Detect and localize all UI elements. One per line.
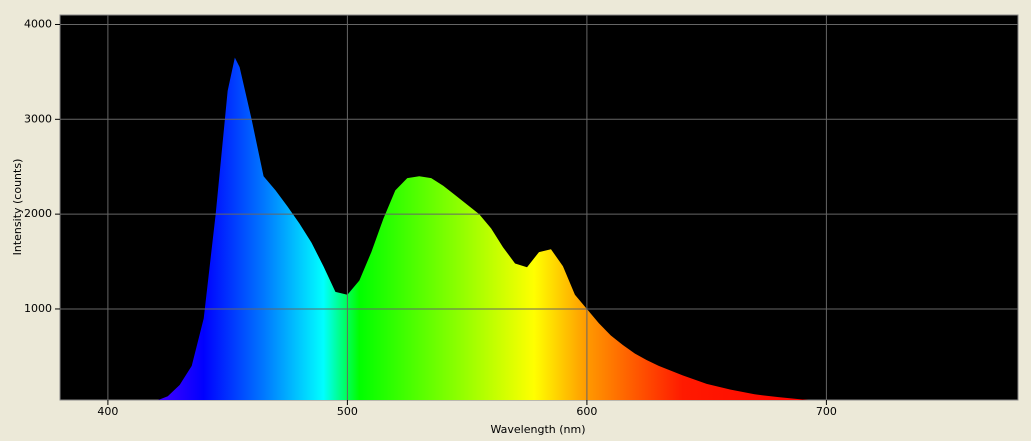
- plot-layer: [143, 57, 875, 400]
- x-tick-label: 700: [816, 405, 837, 418]
- y-tick-label: 1000: [24, 302, 52, 315]
- x-tick-label: 500: [337, 405, 358, 418]
- y-tick-label: 4000: [24, 17, 52, 30]
- x-tick-label: 400: [97, 405, 118, 418]
- y-tick-label: 3000: [24, 112, 52, 125]
- x-axis-label: Wavelength (nm): [490, 423, 585, 436]
- spectrum-area: [143, 57, 875, 400]
- y-axis-label: Intensity (counts): [11, 159, 24, 256]
- y-tick-label: 2000: [24, 207, 52, 220]
- x-tick-label: 600: [576, 405, 597, 418]
